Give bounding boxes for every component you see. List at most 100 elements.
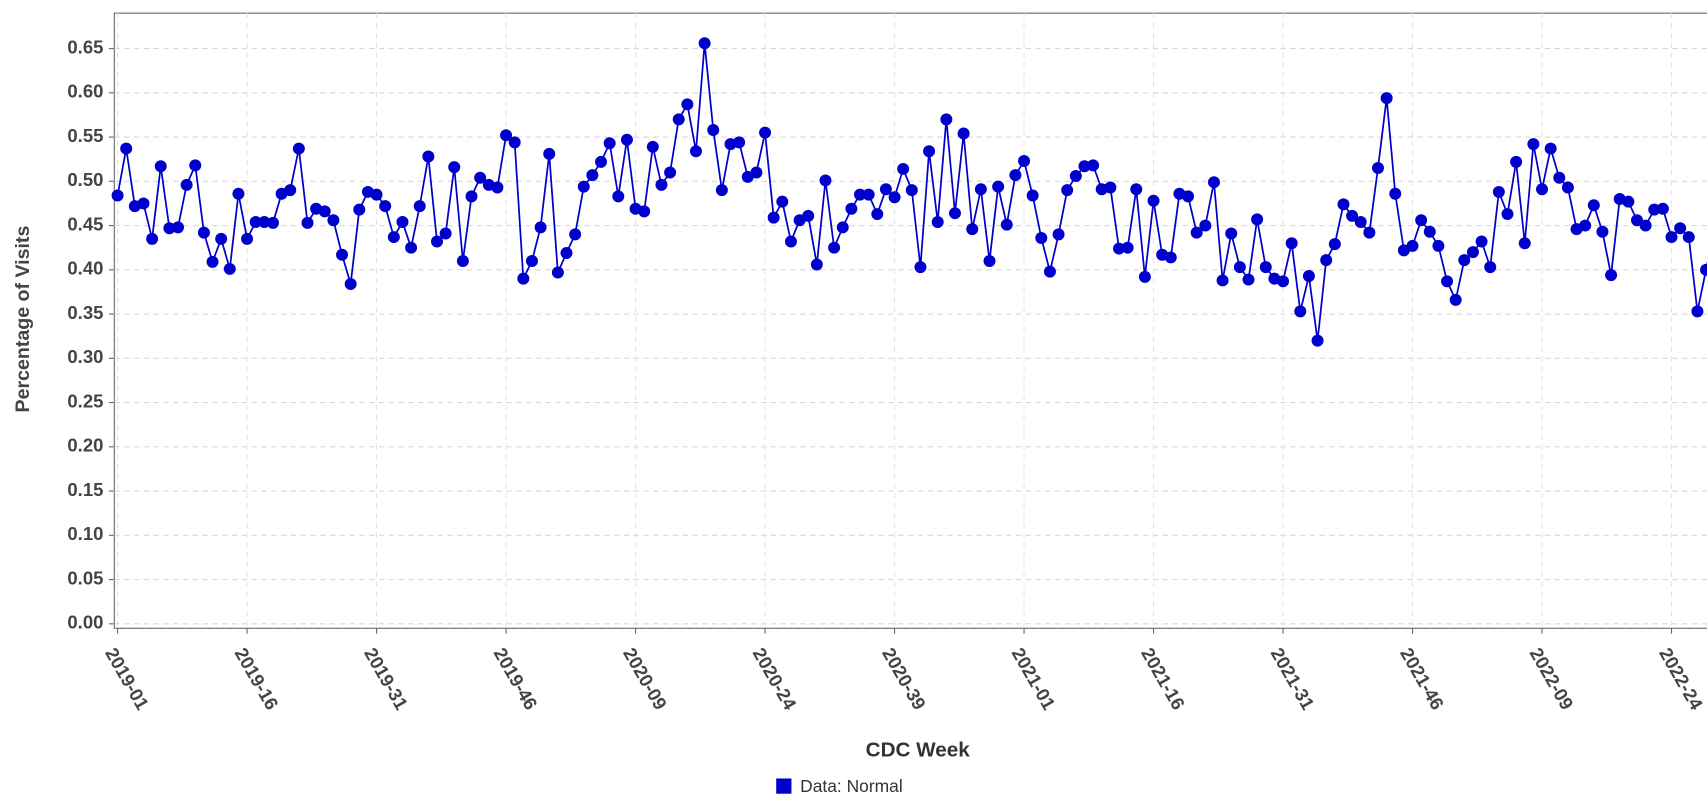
- data-point: [1527, 138, 1540, 151]
- data-point: [189, 159, 202, 172]
- data-point: [206, 255, 219, 268]
- data-point: [931, 216, 944, 229]
- data-point: [1380, 92, 1393, 105]
- data-point: [353, 203, 366, 216]
- data-point: [1104, 181, 1117, 194]
- data-point: [897, 162, 910, 175]
- y-tick-label: 0.40: [67, 258, 103, 279]
- x-tick-label: 2020-39: [878, 644, 930, 713]
- data-point: [620, 133, 633, 146]
- data-point: [1277, 275, 1290, 288]
- data-point: [1138, 270, 1151, 283]
- data-point: [1164, 251, 1177, 264]
- data-point: [1406, 239, 1419, 252]
- data-point: [1320, 254, 1333, 267]
- data-point: [301, 216, 314, 229]
- y-axis-title: Percentage of Visits: [12, 226, 34, 413]
- data-point: [759, 126, 772, 139]
- data-point: [292, 142, 305, 155]
- data-point: [1182, 190, 1195, 203]
- data-point: [733, 136, 746, 149]
- data-point: [1199, 219, 1212, 232]
- y-tick-label: 0.20: [67, 435, 103, 456]
- data-point: [1561, 181, 1574, 194]
- data-point: [1372, 162, 1384, 175]
- data-point: [379, 200, 392, 213]
- data-point: [137, 197, 150, 210]
- data-point: [1648, 203, 1661, 216]
- data-point: [1294, 305, 1307, 318]
- data-point: [974, 183, 987, 196]
- data-point: [1225, 227, 1238, 240]
- data-point: [1700, 263, 1707, 276]
- data-point: [327, 214, 340, 227]
- data-point: [1337, 198, 1350, 211]
- data-point: [560, 247, 573, 259]
- data-point: [1536, 183, 1549, 196]
- data-point: [1449, 293, 1462, 306]
- data-point: [1596, 225, 1609, 238]
- x-axis-title: CDC Week: [866, 739, 971, 762]
- data-point: [1475, 235, 1488, 248]
- data-point: [284, 184, 297, 197]
- data-point: [258, 216, 271, 229]
- data-point: [551, 266, 564, 279]
- data-point: [1682, 231, 1695, 244]
- x-tick-label: 2020-24: [749, 644, 801, 714]
- data-point: [405, 241, 418, 254]
- data-point: [1328, 238, 1341, 251]
- data-point: [120, 142, 133, 155]
- data-point: [1622, 195, 1635, 208]
- data-point: [888, 191, 901, 204]
- data-point: [456, 254, 469, 267]
- data-point: [612, 190, 625, 203]
- data-point: [672, 113, 685, 126]
- data-point: [1553, 171, 1566, 184]
- data-point: [163, 222, 176, 235]
- data-point: [1043, 265, 1056, 278]
- data-point: [1691, 305, 1704, 318]
- data-point: [1130, 183, 1143, 196]
- data-point: [966, 223, 979, 236]
- legend-label: Data: Normal: [800, 776, 903, 796]
- data-point: [111, 189, 124, 202]
- data-point: [828, 241, 841, 254]
- data-point: [1113, 242, 1125, 255]
- data-point: [819, 174, 832, 187]
- data-point: [715, 184, 728, 197]
- data-point: [1018, 154, 1031, 167]
- data-point: [1216, 274, 1229, 287]
- data-point: [154, 160, 167, 173]
- data-point: [1069, 170, 1082, 182]
- data-point: [1078, 160, 1091, 173]
- x-tick-label: 2021-31: [1267, 644, 1319, 713]
- data-point: [500, 129, 513, 142]
- data-point: [439, 227, 452, 240]
- data-point: [370, 188, 383, 201]
- y-tick-label: 0.00: [67, 612, 103, 633]
- x-tick-label: 2019-01: [101, 644, 153, 713]
- data-point: [448, 161, 461, 174]
- data-point: [474, 171, 487, 184]
- x-tick-label: 2021-16: [1137, 644, 1189, 713]
- data-point: [1587, 199, 1600, 212]
- data-point: [223, 262, 236, 275]
- data-point: [1605, 269, 1618, 282]
- data-point: [266, 216, 279, 229]
- data-point: [1389, 187, 1402, 200]
- y-tick-label: 0.35: [67, 302, 103, 323]
- data-point: [172, 221, 184, 234]
- data-point: [1035, 231, 1048, 244]
- data-point: [1501, 208, 1514, 221]
- data-point: [586, 169, 599, 182]
- data-point: [750, 166, 763, 179]
- data-point: [1251, 213, 1264, 226]
- data-point: [664, 166, 677, 179]
- y-tick-label: 0.45: [67, 213, 103, 234]
- data-point: [1423, 225, 1436, 238]
- plot-area: [113, 12, 1707, 629]
- data-point: [146, 232, 159, 245]
- data-point: [344, 277, 357, 290]
- data-point: [1432, 239, 1445, 252]
- y-tick-label: 0.15: [67, 479, 103, 500]
